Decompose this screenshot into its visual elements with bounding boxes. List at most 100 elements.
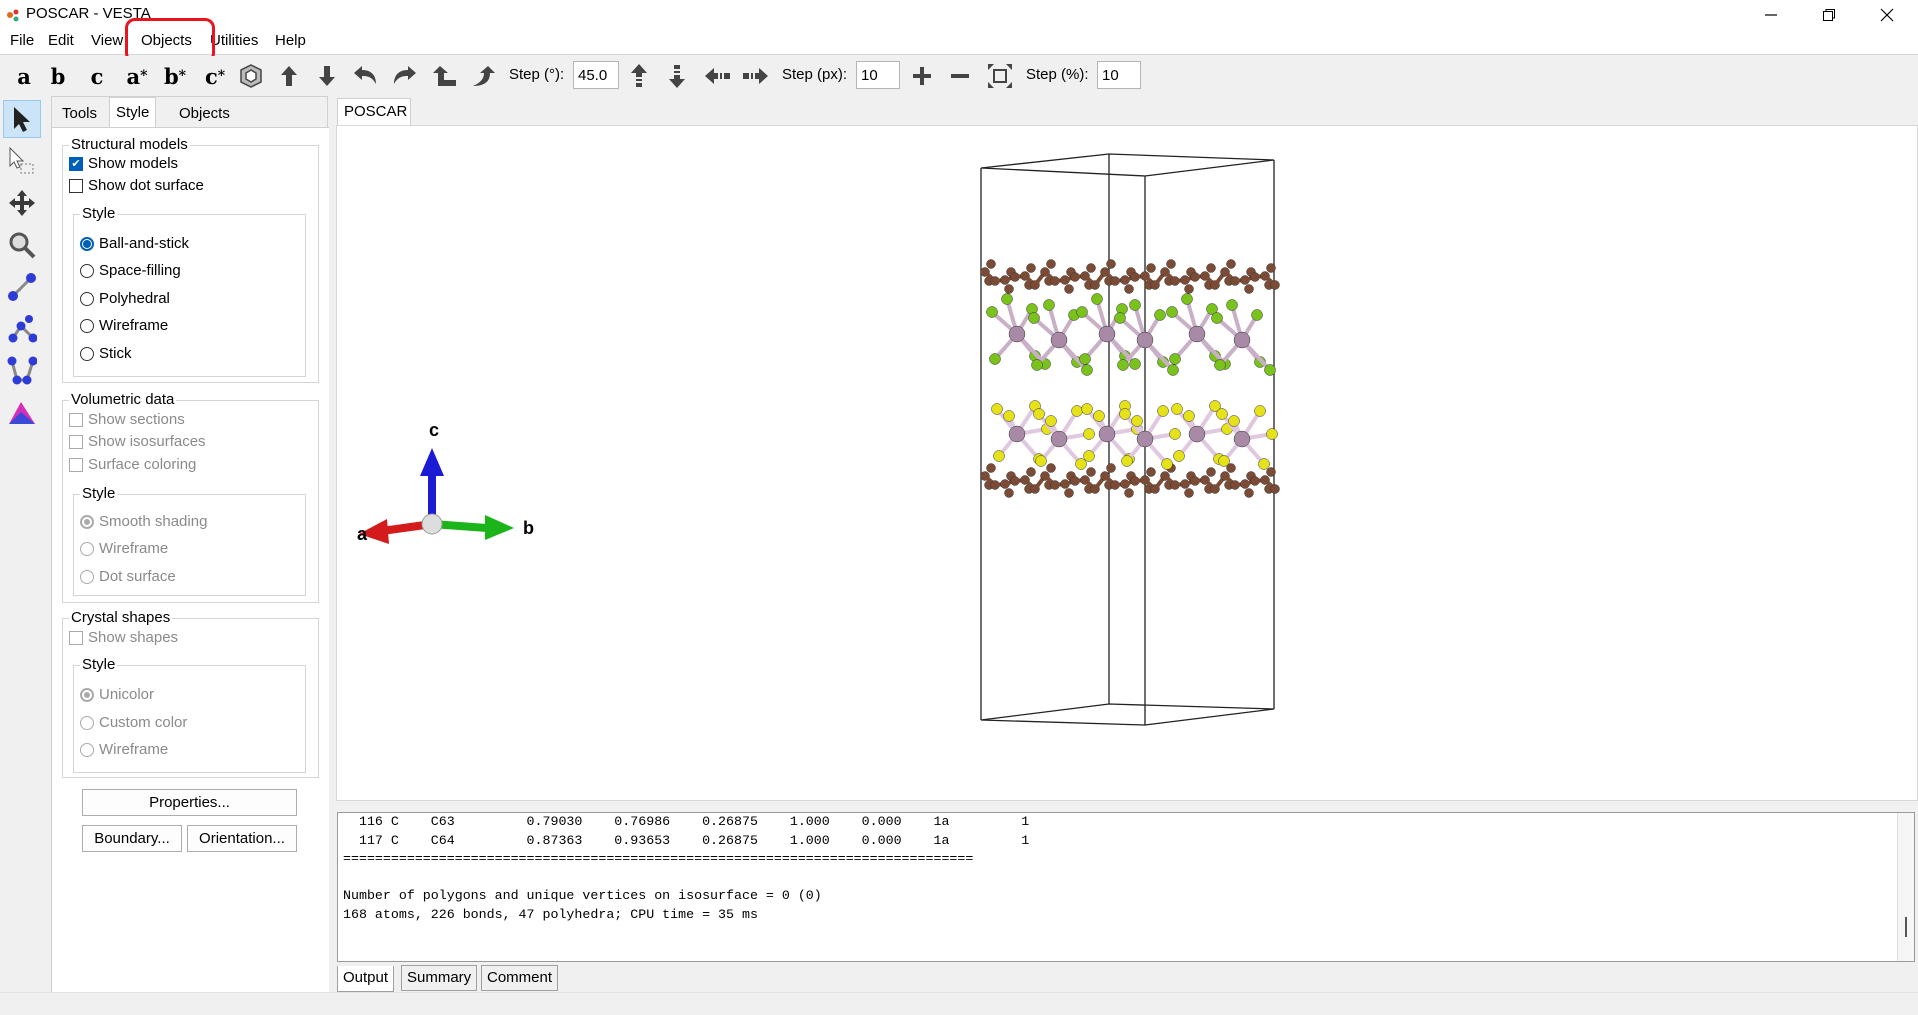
magnify-tool-button[interactable] (3, 226, 41, 264)
step-px-input[interactable] (856, 61, 900, 89)
tab-output[interactable]: Output (337, 966, 395, 992)
menu-help[interactable]: Help (275, 32, 306, 49)
sulfur-atom (1254, 405, 1266, 417)
chlorine-atom (1076, 306, 1088, 318)
step-degree-input[interactable] (573, 61, 619, 89)
sulfur-atom (1075, 458, 1087, 470)
dot-surface-radio[interactable]: Dot surface (80, 568, 176, 585)
sulfur-atom (1161, 458, 1173, 470)
angle-bond-icon (8, 315, 37, 343)
restore-button[interactable] (1800, 0, 1858, 29)
c-label: c (90, 63, 104, 89)
move-left-button[interactable] (703, 62, 733, 90)
show-isosurfaces-checkbox[interactable]: Show isosurfaces (69, 433, 206, 450)
tab-tools[interactable]: Tools (62, 105, 98, 122)
boundary-button[interactable]: Boundary... (82, 825, 182, 852)
carbon-atom (1206, 467, 1216, 477)
style-ball-and-stick-radio[interactable]: Ball-and-stick (80, 235, 189, 252)
rotate-left-button[interactable] (350, 62, 380, 90)
restore-icon (1823, 8, 1835, 21)
fit-to-screen-button[interactable] (985, 62, 1015, 90)
tab-objects[interactable]: Objects (179, 105, 230, 122)
carbon-atom (1226, 259, 1236, 269)
rotate-down-button[interactable] (312, 62, 342, 90)
volumetric-data-group: Volumetric data Show sections Show isosu… (62, 391, 319, 603)
smooth-shading-radio[interactable]: Smooth shading (80, 513, 207, 530)
rotate-cw-button[interactable] (468, 62, 498, 90)
carbon-atom (1106, 259, 1116, 269)
step-percent-input[interactable] (1097, 61, 1141, 89)
style-space-filling-radio[interactable]: Space-filling (80, 262, 181, 279)
chlorine-atom (1181, 293, 1193, 305)
tab-summary[interactable]: Summary (401, 965, 478, 991)
style-stick-radio[interactable]: Stick (80, 345, 132, 362)
move-down-button[interactable] (663, 62, 691, 90)
style-panel: Tools Style Objects Structural models ✔ S… (51, 96, 329, 993)
rotate-right-button[interactable] (390, 62, 420, 90)
show-sections-checkbox[interactable]: Show sections (69, 411, 185, 428)
radio-dot (80, 569, 94, 584)
chlorine-atom (1129, 358, 1141, 370)
carbon-atom (1226, 463, 1236, 473)
menu-utilities[interactable]: Utilities (210, 32, 259, 49)
translate-tool-button[interactable] (3, 184, 41, 222)
sulfur-atom (1228, 415, 1240, 427)
radio-dot (80, 715, 94, 730)
structure-scene[interactable]: c a b (337, 126, 1917, 800)
move-right-button[interactable] (740, 62, 770, 90)
angle-tool-button[interactable] (3, 310, 41, 348)
lattice-plane-tool-button[interactable] (3, 394, 41, 432)
double-arrow-right-icon (743, 68, 768, 84)
custom-color-radio[interactable]: Custom color (80, 714, 187, 731)
chlorine-atom (1251, 309, 1263, 321)
dihedral-tool-button[interactable] (3, 352, 41, 390)
unicolor-radio[interactable]: Unicolor (80, 686, 154, 703)
show-models-checkbox[interactable]: ✔ Show models (69, 155, 178, 172)
tab-style[interactable]: Style (109, 97, 157, 127)
crystal-style-title: Style (80, 656, 118, 673)
properties-button[interactable]: Properties... (82, 789, 297, 816)
tab-poscar[interactable]: POSCAR (337, 98, 411, 126)
carbon-atom (1146, 263, 1156, 273)
view-along-a-star-button[interactable]: a * (122, 62, 152, 90)
menu-view[interactable]: View (91, 32, 124, 49)
console-text: 116 C C63 0.79030 0.76986 0.26875 1.000 … (343, 814, 1030, 922)
zoom-out-button[interactable] (946, 62, 974, 90)
view-along-c-star-button[interactable]: c * (200, 62, 230, 90)
polyhedron-view-button[interactable] (236, 62, 266, 90)
menu-file[interactable]: File (10, 32, 35, 49)
view-along-b-button[interactable]: b (44, 62, 72, 90)
carbon-atom (986, 259, 996, 269)
console-scrollbar[interactable] (1897, 813, 1914, 961)
region-select-tool-button[interactable] (3, 142, 41, 180)
scroll-thumb[interactable] (1905, 917, 1907, 937)
minimize-button[interactable] (1742, 0, 1800, 29)
atoms-layer (980, 259, 1280, 498)
orientation-button[interactable]: Orientation... (187, 825, 297, 852)
menu-edit[interactable]: Edit (48, 32, 74, 49)
view-along-b-star-button[interactable]: b * (160, 62, 190, 90)
style-wireframe-radio[interactable]: Wireframe (80, 317, 168, 334)
rotate-ccw-button[interactable] (430, 62, 460, 90)
zoom-in-button[interactable] (908, 62, 936, 90)
structure-viewer[interactable]: c a b (336, 125, 1918, 801)
carbon-atom (1124, 488, 1134, 498)
tab-comment[interactable]: Comment (481, 965, 559, 991)
close-button[interactable] (1858, 0, 1916, 29)
menu-objects[interactable]: Objects (141, 32, 192, 49)
volumetric-wireframe-radio[interactable]: Wireframe (80, 540, 168, 557)
surface-coloring-checkbox[interactable]: Surface coloring (69, 456, 196, 473)
sulfur-atom (1173, 450, 1185, 462)
view-along-a-button[interactable]: a (10, 62, 38, 90)
show-shapes-checkbox[interactable]: Show shapes (69, 629, 178, 646)
select-tool-button[interactable] (3, 100, 41, 138)
style-polyhedral-radio[interactable]: Polyhedral (80, 290, 170, 307)
view-along-c-button[interactable]: c (83, 62, 111, 90)
move-up-button[interactable] (625, 62, 653, 90)
left-toolbox (0, 96, 45, 992)
crystal-wireframe-radio[interactable]: Wireframe (80, 741, 168, 758)
rotate-up-button[interactable] (274, 62, 304, 90)
distance-tool-button[interactable] (3, 268, 41, 306)
fit-screen-icon (988, 64, 1012, 88)
show-dot-surface-checkbox[interactable]: Show dot surface (69, 177, 204, 194)
